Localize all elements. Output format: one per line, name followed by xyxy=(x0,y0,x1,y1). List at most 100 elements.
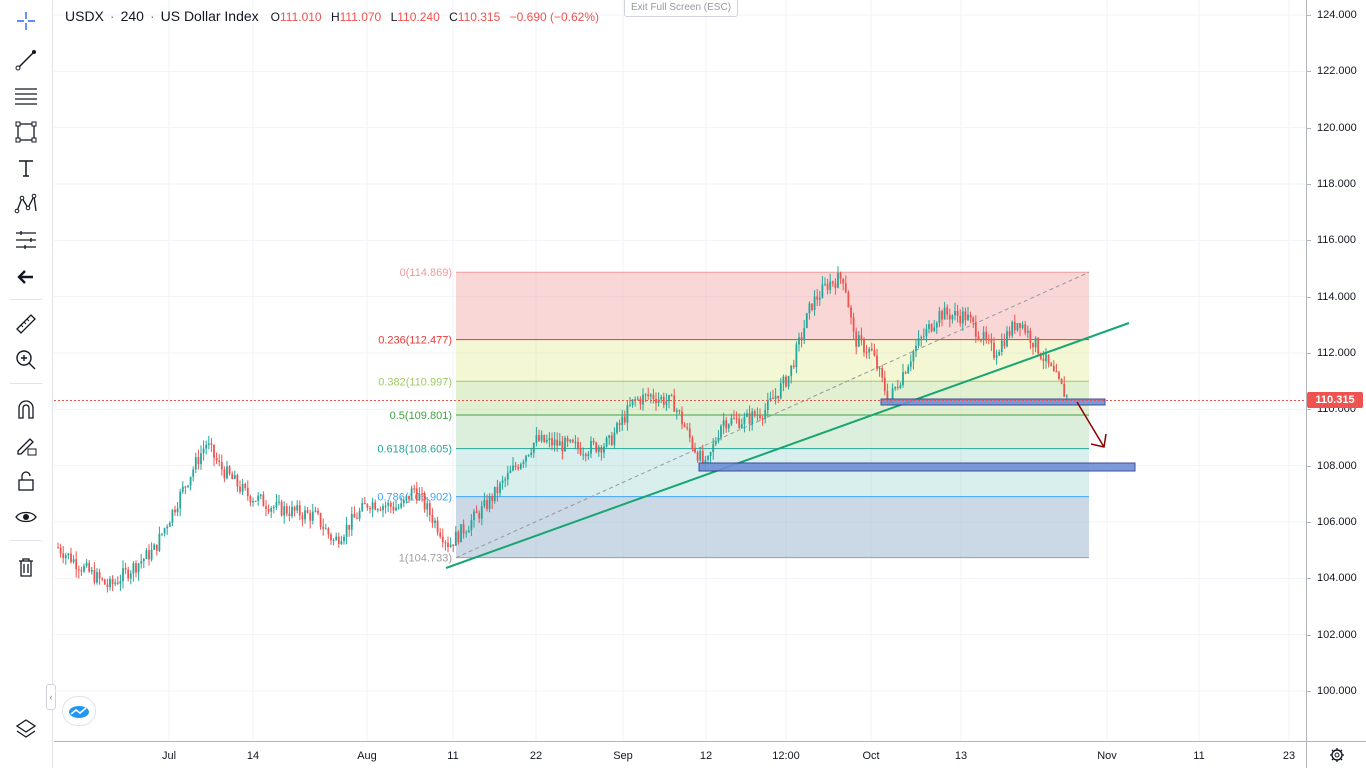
candle-body xyxy=(852,317,855,332)
time-axis[interactable]: Jul 14 Aug 11 22 Sep 12 12:00 Oct 13 Nov 11 23 xyxy=(54,741,1306,768)
candle-body xyxy=(803,328,806,340)
candle-body xyxy=(930,324,933,331)
candle-body xyxy=(597,447,600,452)
pattern-icon[interactable] xyxy=(8,189,44,219)
candle-body xyxy=(938,311,941,323)
candle-body xyxy=(868,348,871,353)
collapse-toolbar-handle[interactable]: ‹ xyxy=(46,684,56,710)
trash-icon[interactable] xyxy=(8,552,44,582)
candle-body xyxy=(605,437,608,447)
text-icon[interactable] xyxy=(8,153,44,183)
candle-body xyxy=(691,437,694,448)
magnet-icon[interactable] xyxy=(8,394,44,424)
candle-body xyxy=(980,339,982,341)
candle-body xyxy=(184,486,187,488)
crosshair-icon[interactable] xyxy=(8,6,44,36)
time-tick-label: 12:00 xyxy=(772,750,800,762)
candle-body xyxy=(959,315,962,324)
candle-body xyxy=(800,337,803,340)
candle-body xyxy=(166,526,169,529)
symbol-name[interactable]: USDX xyxy=(65,8,104,24)
candle-body xyxy=(735,418,738,420)
layers-icon[interactable] xyxy=(8,714,44,744)
price-tick-label: 108.000 xyxy=(1317,459,1357,472)
candle-body xyxy=(158,533,161,551)
position-icon[interactable] xyxy=(8,225,44,255)
candle-body xyxy=(647,394,650,397)
candle-body xyxy=(496,486,499,494)
candle-body xyxy=(501,480,504,483)
candle-body xyxy=(67,553,70,556)
trend-line-icon[interactable] xyxy=(8,45,44,75)
candle-body xyxy=(1024,324,1027,333)
candle-body xyxy=(870,348,873,351)
candle-body xyxy=(896,386,899,388)
candle-body xyxy=(907,366,910,374)
settings-gear-icon[interactable] xyxy=(1306,741,1366,768)
candle-body xyxy=(259,494,262,496)
candle-body xyxy=(941,311,943,320)
price-tick-label: 106.000 xyxy=(1317,516,1357,528)
eye-icon[interactable] xyxy=(8,502,44,532)
candle-body xyxy=(314,510,317,512)
candle-body xyxy=(681,411,683,425)
unlock-icon[interactable] xyxy=(8,466,44,496)
candle-body xyxy=(564,437,566,452)
pencil-lock-icon[interactable] xyxy=(8,430,44,460)
tradingview-logo[interactable] xyxy=(63,697,95,725)
candle-body xyxy=(657,399,660,403)
rectangle-icon[interactable] xyxy=(8,117,44,147)
candlestick-chart[interactable]: 0(114.869) 0.236(112.477) 0.382(110.997) 0.… xyxy=(54,0,1306,741)
instrument-name: US Dollar Index xyxy=(160,8,259,24)
candle-body xyxy=(600,447,603,453)
close-value: 110.315 xyxy=(457,10,501,24)
support-trendline xyxy=(445,322,1130,569)
candle-body xyxy=(101,578,104,580)
candle-body xyxy=(545,440,548,443)
candle-body xyxy=(990,339,993,343)
fib-level-label: 0.5(109.801) xyxy=(390,410,452,422)
candle-body xyxy=(725,420,728,429)
candle-body xyxy=(824,283,826,285)
candle-body xyxy=(379,509,382,511)
separator: · xyxy=(149,8,155,24)
candle-body xyxy=(345,524,348,537)
candle-body xyxy=(525,455,527,462)
candle-body xyxy=(668,395,670,402)
back-arrow-icon[interactable] xyxy=(8,262,44,292)
candle-body xyxy=(636,398,639,400)
candle-body xyxy=(530,452,533,455)
candle-body xyxy=(881,368,884,378)
candle-body xyxy=(759,414,761,418)
ruler-icon[interactable] xyxy=(8,309,44,339)
price-tick-label: 102.000 xyxy=(1317,628,1357,641)
open-label: O xyxy=(270,10,280,24)
fib-lines-icon[interactable] xyxy=(8,81,44,111)
chart-plot-area[interactable]: 0(114.869) 0.236(112.477) 0.382(110.997) 0.… xyxy=(54,0,1306,741)
candle-body xyxy=(392,506,395,511)
candle-body xyxy=(1003,340,1006,347)
candle-body xyxy=(228,466,231,474)
candle-body xyxy=(197,457,200,465)
candle-body xyxy=(109,578,111,587)
exit-fullscreen-button[interactable]: Exit Full Screen (ESC) xyxy=(624,0,739,17)
interval-label[interactable]: 240 xyxy=(120,8,144,24)
candle-body xyxy=(330,534,332,541)
candle-body xyxy=(821,284,824,298)
candle-body xyxy=(301,515,304,520)
candle-body xyxy=(935,322,938,328)
zoom-in-icon[interactable] xyxy=(8,345,44,375)
candle-body xyxy=(462,524,465,534)
low-value: 110.240 xyxy=(397,10,440,24)
candle-body xyxy=(517,467,520,469)
candle-body xyxy=(304,510,306,520)
candle-body xyxy=(262,494,265,507)
candle-body xyxy=(194,457,197,470)
price-axis[interactable]: 124.000 122.000 120.000 118.000 116.000 114.0… xyxy=(1306,0,1366,741)
candle-body xyxy=(288,513,291,517)
candle-body xyxy=(218,460,221,462)
candle-body xyxy=(319,513,322,527)
candle-body xyxy=(298,505,301,516)
candle-body xyxy=(480,506,483,519)
candle-body xyxy=(720,425,722,438)
